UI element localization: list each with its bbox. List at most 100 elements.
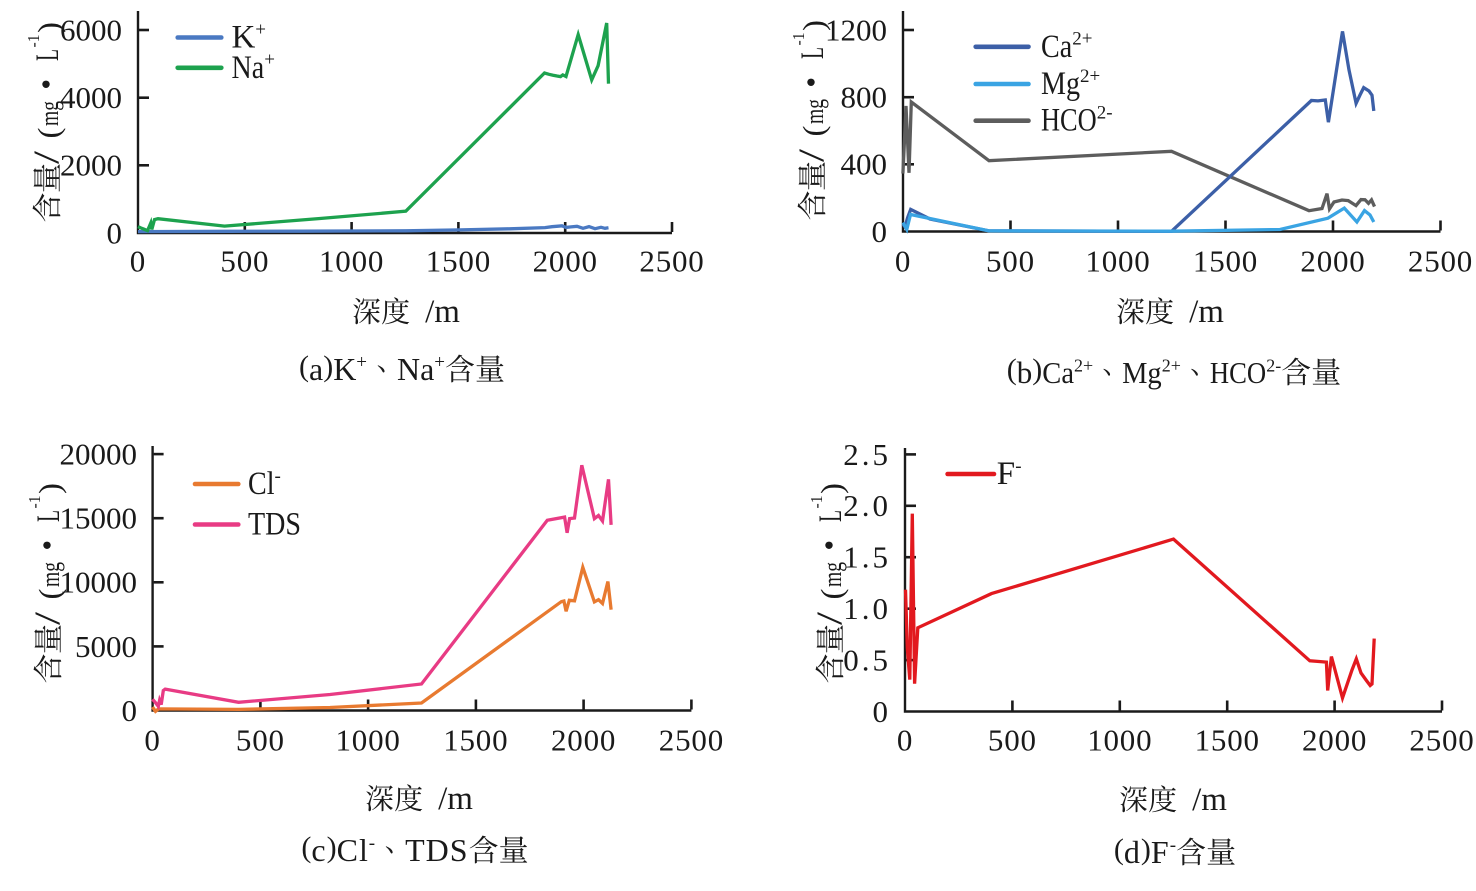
svg-text:1000: 1000 [1087,723,1152,758]
svg-text:-: - [1015,456,1021,477]
svg-text:15000: 15000 [60,501,138,536]
svg-text:TDS: TDS [405,832,468,868]
svg-text:mg: mg [800,99,829,124]
svg-text:1000: 1000 [1085,244,1150,279]
svg-text:1.5: 1.5 [843,540,891,575]
svg-text:5000: 5000 [75,629,137,664]
svg-text:2500: 2500 [659,723,724,758]
svg-text:1.0: 1.0 [843,591,891,626]
svg-text:L: L [30,49,66,61]
svg-text:2000: 2000 [533,244,598,279]
svg-text:): ) [31,22,66,33]
svg-text:m: m [447,781,473,817]
svg-text:10000: 10000 [60,565,138,600]
svg-text:Mg: Mg [1041,66,1080,102]
svg-text:500: 500 [986,244,1035,279]
svg-text:HCO: HCO [1210,355,1266,390]
svg-text:): ) [327,831,337,864]
svg-text:F: F [997,456,1015,492]
svg-text:4000: 4000 [60,80,122,115]
svg-text:(: ( [796,126,831,137]
svg-text:-1: -1 [24,35,43,48]
svg-text:a: a [309,351,323,387]
svg-text:2500: 2500 [1408,244,1473,279]
svg-text:/: / [1189,294,1199,330]
svg-text:800: 800 [841,80,888,115]
svg-text:(: ( [301,831,311,864]
svg-text:mg: mg [818,562,847,587]
svg-text:-1: -1 [25,496,44,509]
svg-text:(: ( [31,128,66,139]
svg-text:1500: 1500 [1193,244,1258,279]
svg-text:2+: 2+ [1162,356,1181,376]
svg-text:0: 0 [130,244,146,279]
svg-text:Ca: Ca [1042,355,1074,390]
svg-text:1000: 1000 [336,723,401,758]
svg-text:6000: 6000 [60,12,122,47]
svg-text:0: 0 [107,215,123,250]
svg-text:+: + [356,352,367,373]
svg-text:c: c [311,832,326,868]
svg-text:F: F [1151,834,1170,870]
svg-text:mg: mg [36,562,65,587]
svg-text:): ) [1032,353,1042,386]
svg-text:1500: 1500 [1195,723,1260,758]
svg-text:0: 0 [122,693,138,728]
svg-text:(: ( [32,589,67,600]
svg-text:2500: 2500 [1409,723,1474,758]
svg-text:+: + [264,50,275,71]
svg-text:K: K [232,20,256,56]
svg-text:/: / [1192,782,1202,818]
svg-text:400: 400 [841,147,888,182]
svg-text:2+: 2+ [1074,356,1093,376]
svg-text:2+: 2+ [1080,66,1100,87]
svg-text:/: / [27,612,67,625]
svg-text:(: ( [814,589,849,600]
svg-text:/: / [438,781,448,817]
svg-text:Na: Na [397,351,434,387]
svg-text:m: m [434,294,460,330]
svg-text:HCO: HCO [1041,103,1097,139]
svg-text:L: L [813,510,849,522]
svg-text:2000: 2000 [1302,723,1367,758]
svg-text:Cl: Cl [248,466,275,502]
svg-text:m: m [1198,294,1224,330]
svg-text:(: ( [299,350,309,383]
svg-text:2.5: 2.5 [843,437,891,472]
svg-text:2000: 2000 [60,148,122,183]
svg-text:0: 0 [144,723,160,758]
svg-text:1500: 1500 [443,723,508,758]
svg-text:0.5: 0.5 [843,643,891,678]
svg-text:1200: 1200 [825,12,887,47]
svg-text:Mg: Mg [1122,355,1162,390]
svg-text:500: 500 [988,723,1037,758]
svg-text:d: d [1124,834,1141,870]
svg-text:-: - [275,466,281,487]
svg-text:/: / [809,612,849,625]
svg-text:20000: 20000 [60,437,138,472]
svg-text:Na: Na [232,50,265,86]
svg-text:2-: 2- [1266,356,1281,376]
svg-text:mg: mg [35,101,64,126]
svg-text:b: b [1017,355,1033,390]
svg-text:L: L [795,47,831,59]
svg-text:): ) [796,20,831,31]
svg-text:): ) [323,350,333,383]
svg-text:/: / [26,151,66,164]
svg-text:-1: -1 [789,33,808,46]
svg-text:Cl: Cl [337,832,369,868]
svg-text:+: + [434,352,445,373]
svg-text:+: + [255,19,266,40]
svg-text:1500: 1500 [426,244,491,279]
svg-text:500: 500 [236,723,285,758]
svg-text:0: 0 [897,723,913,758]
svg-text:2-: 2- [1097,103,1113,124]
svg-text:): ) [814,483,849,494]
svg-text:-1: -1 [807,496,826,509]
svg-text:2500: 2500 [639,244,704,279]
svg-text:2+: 2+ [1072,29,1092,50]
svg-text:m: m [1201,782,1227,818]
svg-text:1000: 1000 [319,244,384,279]
svg-text:/: / [425,294,435,330]
svg-text:TDS: TDS [248,507,301,543]
